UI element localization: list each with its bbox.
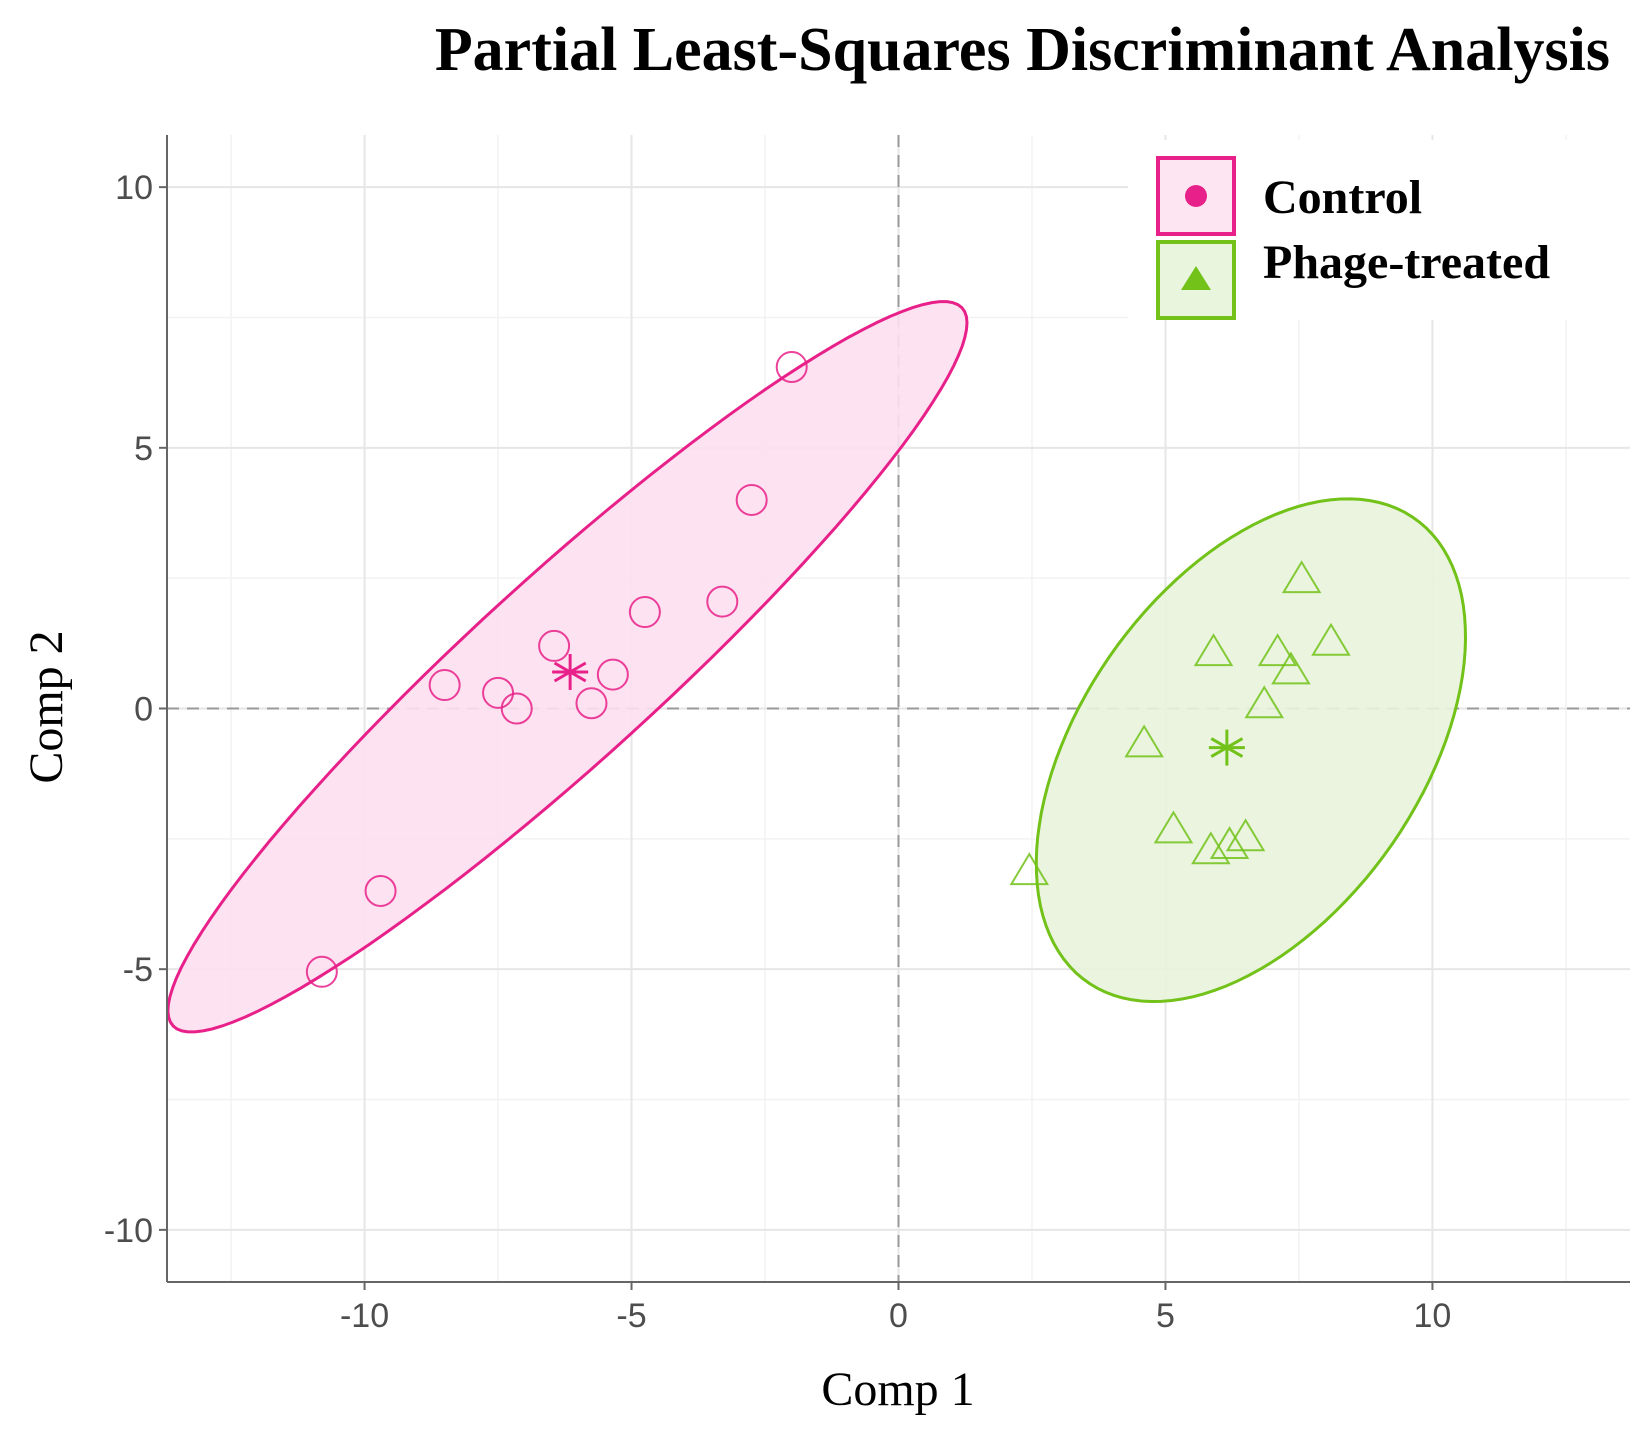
ellipse-control [166, 300, 969, 1034]
chart-title: Partial Least-Squares Discriminant Analy… [435, 16, 1610, 84]
centroid-phage-treated [1208, 729, 1245, 766]
point-control[interactable] [305, 955, 338, 988]
legend-control-marker [1185, 185, 1207, 207]
x-tick-label: -10 [340, 1297, 389, 1335]
y-tick-label: 0 [134, 691, 153, 729]
y-tick-label: -5 [123, 951, 153, 989]
x-tick-label: -5 [616, 1297, 646, 1335]
point-phage-treated[interactable] [1191, 831, 1231, 865]
confidence-ellipses [166, 300, 1468, 1034]
point-phage-treated[interactable] [1009, 852, 1050, 886]
centroid-control [552, 654, 589, 691]
point-phage-treated[interactable] [1244, 685, 1285, 719]
point-control[interactable] [538, 629, 571, 662]
legend-label-control: Control [1263, 171, 1422, 224]
point-phage-treated[interactable] [1193, 633, 1234, 667]
y-axis-label: Comp 2 [20, 630, 73, 783]
point-phage-treated[interactable] [1124, 724, 1164, 758]
point-control[interactable] [596, 658, 629, 691]
point-control[interactable] [735, 483, 768, 516]
y-ticks: 10 5 0 -5 -10 [104, 169, 167, 1250]
x-axis-label: Comp 1 [821, 1363, 974, 1416]
ellipse-phage-treated [1034, 497, 1468, 1004]
point-phage-treated[interactable] [1257, 633, 1298, 667]
point-control[interactable] [482, 676, 515, 709]
data-points [305, 351, 1351, 988]
x-tick-label: 10 [1414, 1297, 1452, 1335]
y-tick-label: 10 [115, 169, 153, 207]
x-tick-label: 0 [889, 1297, 908, 1335]
centroids [552, 654, 1245, 766]
point-control[interactable] [500, 692, 533, 725]
point-control[interactable] [364, 874, 397, 907]
point-control[interactable] [628, 596, 661, 629]
legend: Control Phage-treated [1128, 140, 1634, 320]
x-tick-label: 5 [1156, 1297, 1175, 1335]
point-control[interactable] [775, 351, 808, 384]
y-tick-label: -10 [104, 1212, 153, 1250]
point-phage-treated[interactable] [1153, 810, 1194, 844]
point-phage-treated[interactable] [1281, 560, 1322, 594]
x-ticks: -10 -5 0 5 10 [340, 1282, 1451, 1335]
point-control[interactable] [706, 585, 739, 618]
point-phage-treated[interactable] [1311, 622, 1351, 656]
legend-phage-treated-marker [1181, 266, 1211, 290]
y-tick-label: 5 [134, 430, 153, 468]
point-phage-treated[interactable] [1209, 826, 1250, 860]
point-control[interactable] [575, 687, 608, 720]
legend-label-phage-treated: Phage-treated [1263, 236, 1550, 289]
point-phage-treated[interactable] [1271, 651, 1311, 685]
point-control[interactable] [428, 669, 461, 702]
point-phage-treated[interactable] [1225, 818, 1266, 852]
